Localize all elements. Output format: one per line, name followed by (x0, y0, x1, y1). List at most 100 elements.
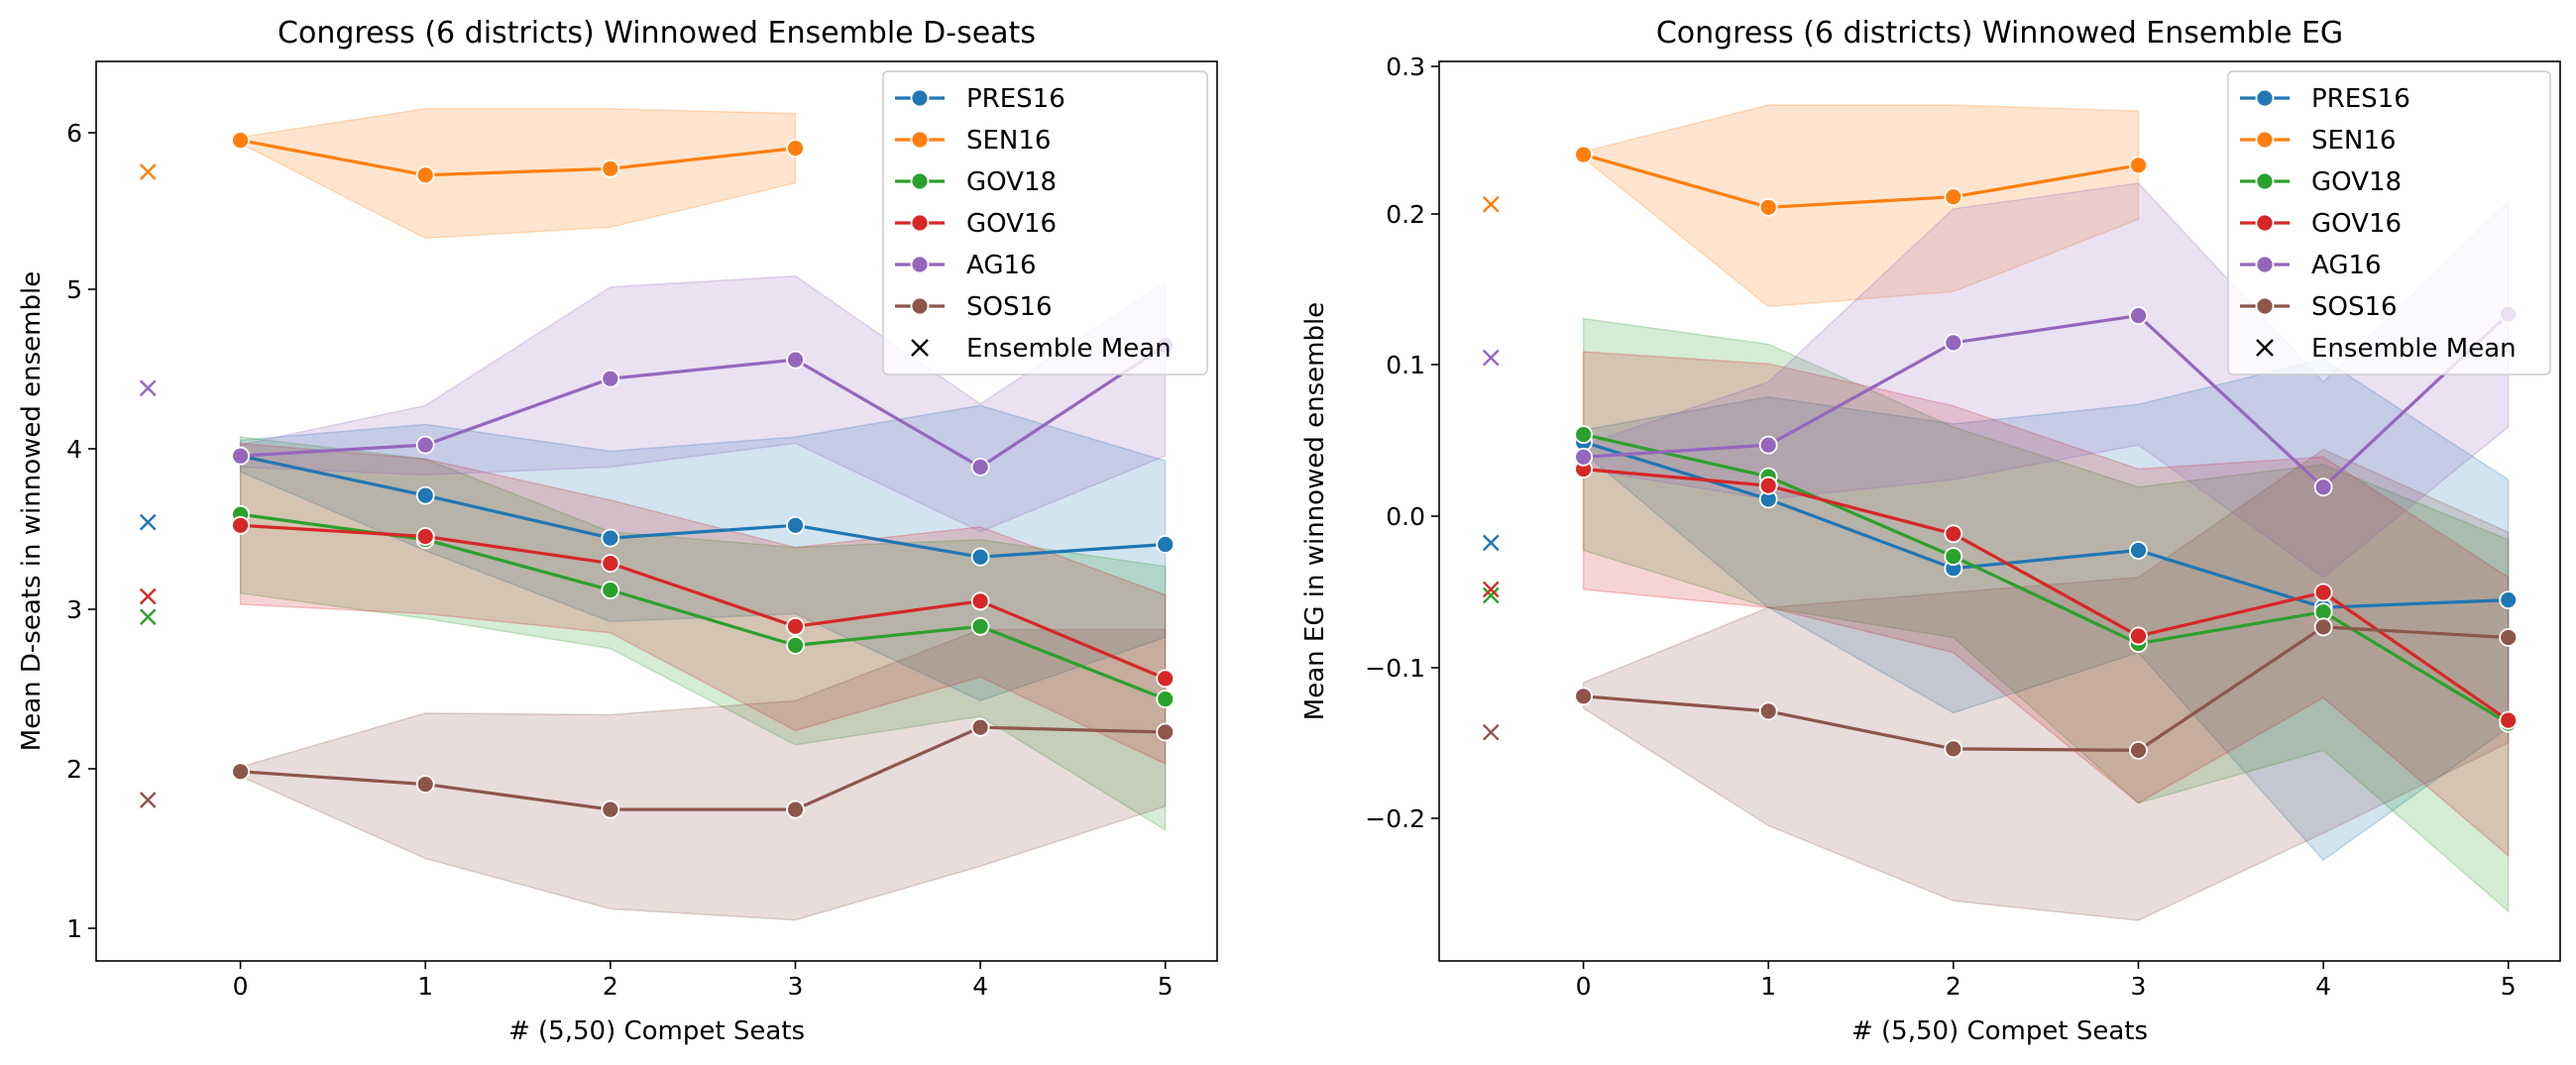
legend-marker-ensemble-mean (911, 339, 929, 357)
point-gov18 (786, 636, 805, 655)
point-ag16 (415, 435, 435, 455)
point-gov16 (786, 616, 805, 636)
ensemble-mean-marker-gov16 (139, 587, 157, 605)
y-tick-label: 1 (66, 914, 82, 943)
point-sos16 (2313, 617, 2333, 637)
point-sen16 (786, 139, 805, 159)
band-gov18 (1582, 317, 2510, 913)
band-sos16 (239, 628, 1167, 921)
ensemble-mean-marker-gov18 (139, 608, 157, 626)
eg-chart: 0 1 2 3 4 5 −0.2 −0.1 0.0 0.1 0.2 0.3 Congress (6 di… (1300, 16, 2561, 1046)
legend-label-gov16: GOV16 (966, 209, 1057, 239)
point-pres16 (786, 515, 805, 535)
legend-label-ag16: AG16 (966, 251, 1037, 280)
ensemble-mean-marker-ag16 (1482, 349, 1500, 367)
ensemble-mean-marker-sen16 (1482, 195, 1500, 213)
point-gov18 (970, 616, 990, 636)
point-pres16 (2499, 590, 2519, 609)
legend-marker-ensemble-mean (2256, 339, 2274, 357)
point-gov16 (970, 591, 990, 611)
ensemble-mean-marker-gov16 (1482, 581, 1500, 598)
point-gov16 (1156, 669, 1176, 689)
point-gov16 (415, 527, 435, 546)
y-tick-label: −0.2 (1365, 804, 1425, 833)
point-gov16 (2499, 710, 2519, 730)
point-sen16 (1758, 197, 1778, 217)
legend-marker-sos16 (910, 296, 930, 316)
point-pres16 (415, 485, 435, 505)
y-tick-label: 0.0 (1386, 502, 1425, 531)
point-gov18 (1156, 690, 1176, 708)
x-tick-label: 3 (2131, 972, 2147, 1001)
y-tick-label: 2 (66, 755, 82, 784)
point-sos16 (970, 717, 990, 737)
chart-title: Congress (6 districts) Winnowed Ensemble… (278, 16, 1036, 51)
y-axis-label: Mean EG in winnowed ensemble (1300, 302, 1330, 720)
line-sen16 (239, 139, 798, 177)
line-gov16 (1581, 467, 2511, 722)
x-tick-label: 3 (788, 972, 804, 1001)
point-gov18 (1944, 547, 1963, 566)
point-pres16 (2129, 541, 2148, 560)
legend-label-gov18: GOV18 (2311, 167, 2402, 197)
point-sos16 (231, 762, 251, 782)
legend-label-sos16: SOS16 (2311, 292, 2398, 322)
legend-marker-sen16 (910, 130, 930, 150)
legend-label-sen16: SEN16 (2311, 126, 2396, 156)
plot-area (1482, 104, 2519, 921)
legend-marker-pres16 (910, 88, 930, 108)
legend-marker-ag16 (2255, 255, 2275, 274)
x-tick-label: 4 (972, 972, 988, 1001)
axes-frame (95, 60, 1218, 962)
legend-marker-gov18 (2255, 171, 2275, 191)
point-sos16 (1156, 722, 1176, 742)
x-tick-label: 2 (603, 972, 618, 1001)
point-sen16 (231, 131, 251, 151)
y-tick-label: 0.1 (1386, 351, 1425, 379)
y-tick-label: 3 (66, 595, 82, 624)
y-tick-label: 0.2 (1386, 200, 1425, 229)
legend-label-pres16: PRES16 (966, 84, 1065, 114)
point-sos16 (601, 799, 620, 819)
x-tick-label: 1 (417, 972, 433, 1001)
legend-label-gov16: GOV16 (2311, 209, 2402, 239)
point-gov18 (601, 581, 620, 599)
point-ag16 (1758, 435, 1778, 455)
x-tick-label: 4 (2315, 972, 2331, 1001)
line-ag16 (239, 344, 1168, 469)
dseats-chart: 0 1 2 3 4 5 1 2 3 4 5 6 Congress (6 districts) Winno… (17, 16, 1218, 1046)
point-sos16 (1574, 687, 1593, 706)
band-sen16 (239, 108, 797, 240)
y-tick-label: 5 (66, 275, 82, 304)
point-sos16 (1758, 701, 1778, 721)
ensemble-mean-marker-pres16 (1482, 534, 1500, 552)
x-tick-label: 0 (233, 972, 249, 1001)
legend-label-ensemble-mean: Ensemble Mean (2311, 334, 2517, 364)
line-pres16 (239, 454, 1168, 559)
legend-box (2227, 70, 2551, 375)
line-sen16 (1581, 153, 2141, 209)
band-gov16 (1582, 351, 2510, 858)
ensemble-mean-marker-sos16 (139, 792, 157, 808)
point-gov16 (231, 515, 251, 535)
y-axis-label: Mean D-seats in winnowed ensemble (17, 271, 47, 751)
line-gov16 (239, 523, 1168, 681)
y-tick-label: 6 (66, 119, 82, 148)
legend-label-gov18: GOV18 (966, 167, 1057, 197)
line-ag16 (1581, 312, 2511, 489)
point-sen16 (2129, 156, 2148, 175)
y-tick-label: −0.1 (1365, 654, 1425, 683)
point-sen16 (1944, 187, 1963, 207)
point-sos16 (2129, 741, 2148, 760)
point-sen16 (601, 159, 620, 178)
point-sos16 (2499, 628, 2519, 647)
point-ag16 (970, 457, 990, 477)
point-ag16 (601, 369, 620, 388)
line-gov18 (1581, 433, 2511, 725)
plot-area (139, 108, 1176, 921)
legend-label-ag16: AG16 (2311, 251, 2382, 280)
legend-marker-gov16 (2255, 213, 2275, 233)
legend-marker-gov16 (910, 213, 930, 233)
ensemble-mean-marker-gov18 (1482, 586, 1500, 604)
